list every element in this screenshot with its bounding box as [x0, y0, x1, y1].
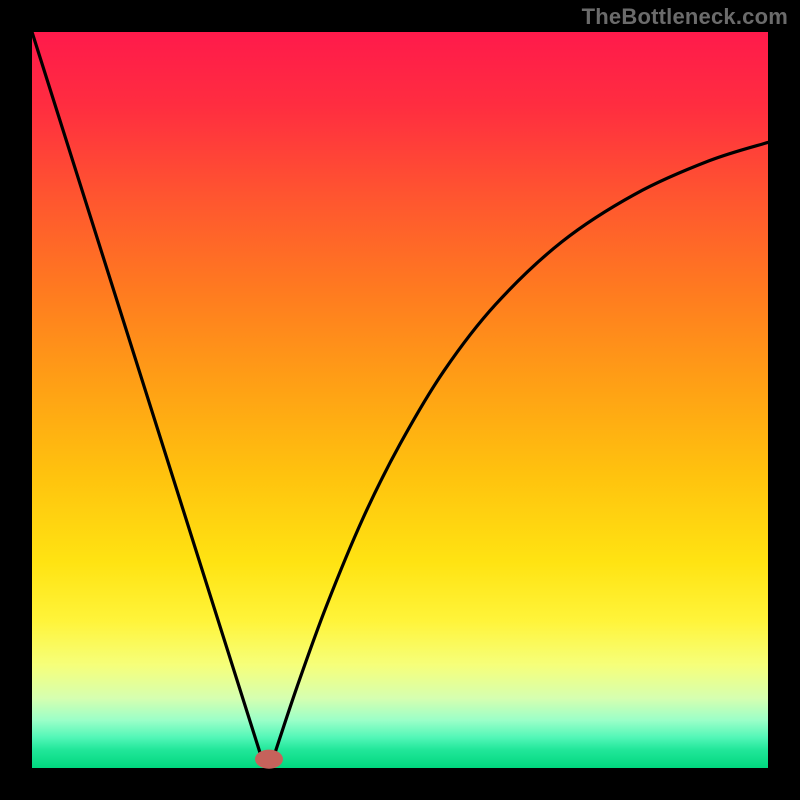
- chart-plot-bg: [32, 32, 768, 768]
- bottleneck-chart: [0, 0, 800, 800]
- chart-container: { "watermark": { "text": "TheBottleneck.…: [0, 0, 800, 800]
- watermark-text: TheBottleneck.com: [582, 4, 788, 30]
- optimum-marker: [255, 750, 283, 769]
